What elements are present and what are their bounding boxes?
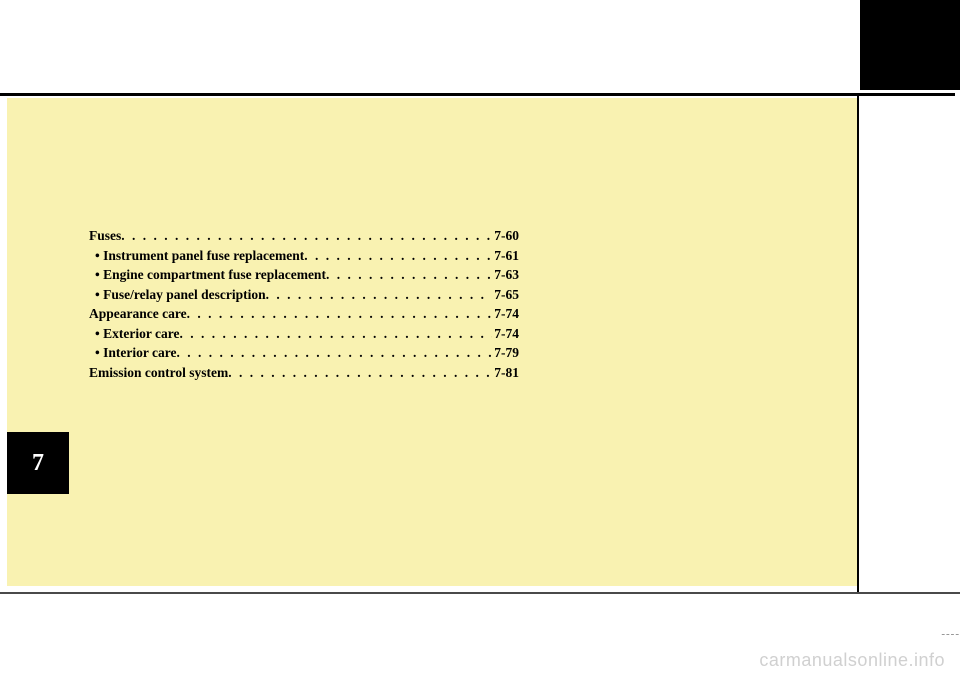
vertical-rule (857, 96, 859, 594)
toc-label: • Engine compartment fuse replacement (95, 265, 326, 285)
toc-entry: Fuses . . . . . . . . . . . . . . . . . … (89, 226, 519, 246)
toc-page: 7-79 (492, 343, 519, 363)
toc-label: Fuses (89, 226, 121, 246)
toc-label: • Fuse/relay panel description (95, 285, 266, 305)
toc-page: 7-61 (492, 246, 519, 266)
toc-dots: . . . . . . . . . . . . . . . . . . . . … (187, 304, 493, 324)
toc-dots: . . . . . . . . . . . . . . . . . . . . … (228, 363, 492, 383)
chapter-number: 7 (32, 450, 44, 477)
toc-dots: . . . . . . . . . . . . . . . . . . . . … (266, 285, 493, 305)
toc-dots: . . . . . . . . . . . . . . . . . . . . … (121, 226, 492, 246)
toc-entry: • Instrument panel fuse replacement . . … (89, 246, 519, 266)
toc-page: 7-81 (492, 363, 519, 383)
chapter-tab: 7 (7, 432, 69, 494)
toc-label: Appearance care (89, 304, 187, 324)
toc-label: • Instrument panel fuse replacement (95, 246, 304, 266)
toc-entry: • Exterior care . . . . . . . . . . . . … (89, 324, 519, 344)
toc-page: 7-63 (492, 265, 519, 285)
toc-label: Emission control system (89, 363, 228, 383)
toc-entry: • Engine compartment fuse replacement . … (89, 265, 519, 285)
toc-page: 7-74 (492, 304, 519, 324)
toc-dots: . . . . . . . . . . . . . . . . . . . . … (326, 265, 492, 285)
footer-rule (0, 592, 960, 594)
toc-page: 7-74 (492, 324, 519, 344)
toc-page: 7-60 (492, 226, 519, 246)
toc-dots: . . . . . . . . . . . . . . . . . . . . … (179, 324, 492, 344)
toc-label: • Exterior care (95, 324, 179, 344)
header-rule (0, 93, 955, 96)
toc-dots: . . . . . . . . . . . . . . . . . . . . … (304, 246, 492, 266)
content-panel: Fuses . . . . . . . . . . . . . . . . . … (7, 98, 857, 586)
toc-dots: . . . . . . . . . . . . . . . . . . . . … (176, 343, 492, 363)
toc-entry: • Interior care . . . . . . . . . . . . … (89, 343, 519, 363)
toc-page: 7-65 (492, 285, 519, 305)
page-dashes: ---- (941, 628, 960, 640)
toc-entry: Emission control system . . . . . . . . … (89, 363, 519, 383)
toc-entry: • Fuse/relay panel description . . . . .… (89, 285, 519, 305)
header-black-box (860, 0, 960, 90)
table-of-contents: Fuses . . . . . . . . . . . . . . . . . … (89, 226, 519, 383)
watermark-text: carmanualsonline.info (759, 650, 945, 671)
toc-entry: Appearance care . . . . . . . . . . . . … (89, 304, 519, 324)
toc-label: • Interior care (95, 343, 176, 363)
